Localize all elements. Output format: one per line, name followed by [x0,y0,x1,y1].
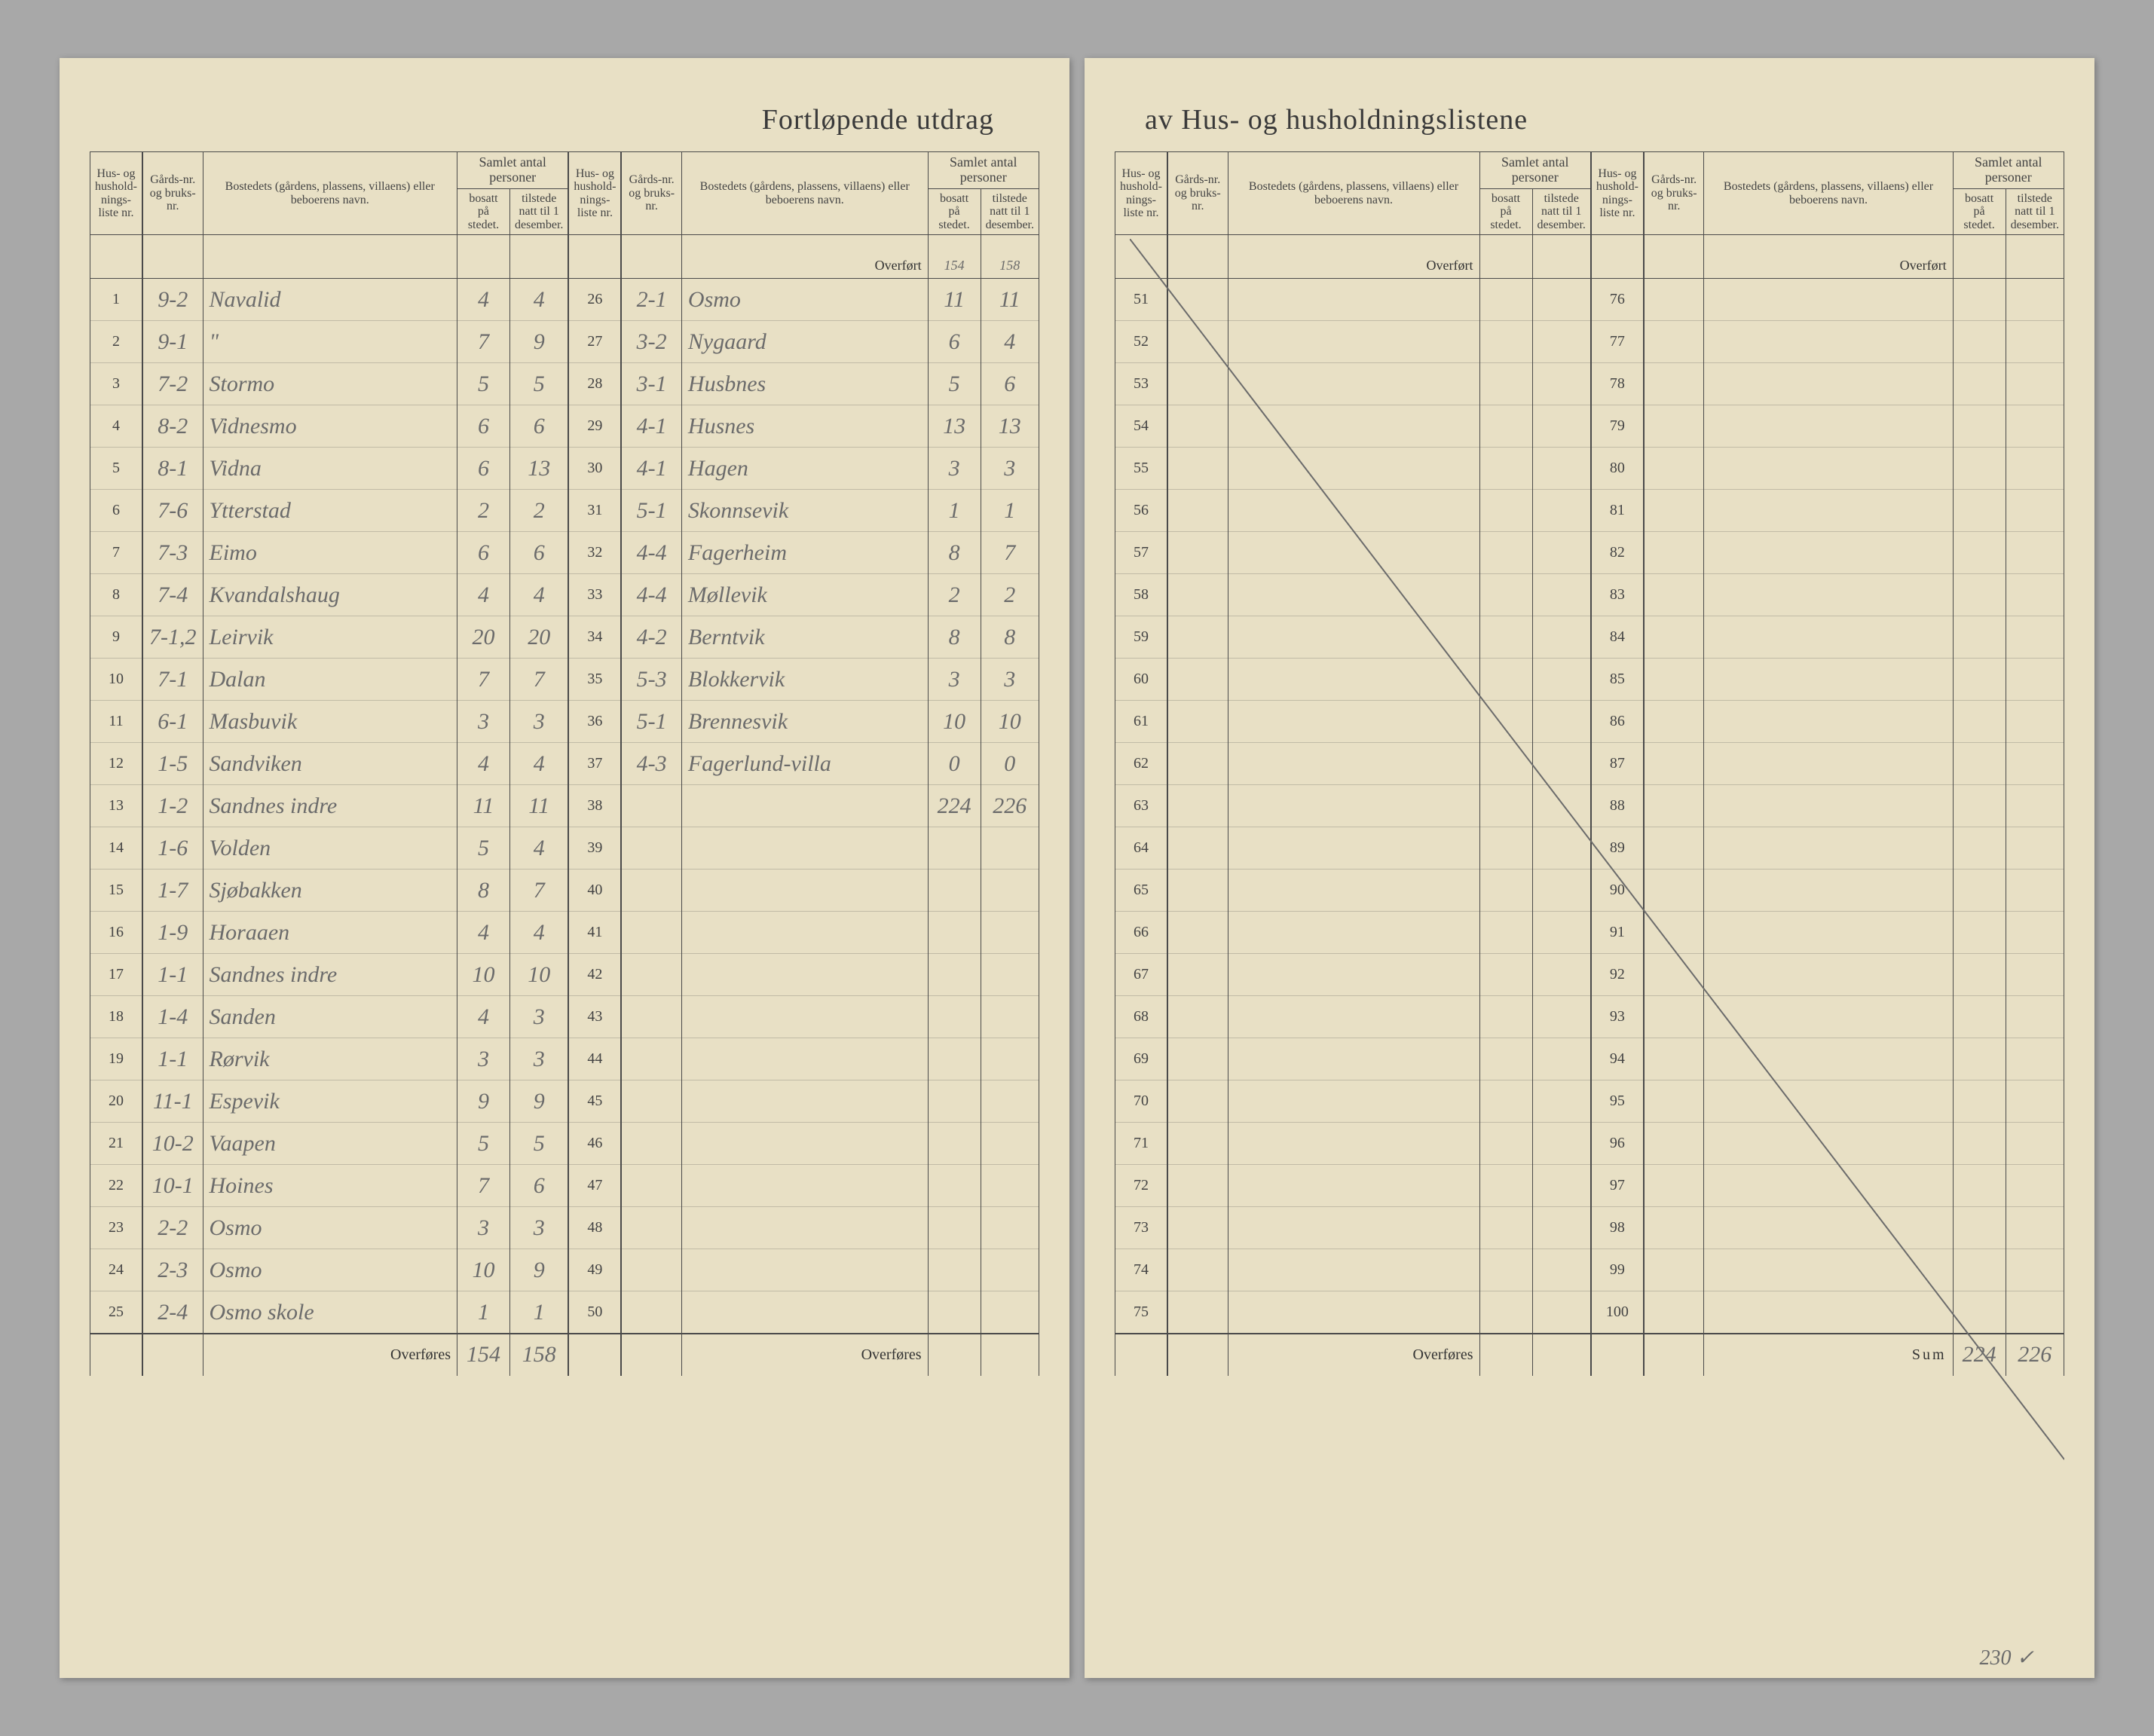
col-bosted-3: Bostedets (gårdens, plassens, villaens) … [1228,152,1479,235]
col-bosatt-3: bosatt på stedet. [1479,188,1532,235]
page-title-right: av Hus- og husholdningslistene [1115,103,2064,136]
ledger-table-right: Hus- og hushold-nings-liste nr. Gårds-nr… [1115,151,2064,1376]
col-gards-4: Gårds-nr. og bruks-nr. [1644,152,1704,235]
table-row: 22 10-1 Hoines 7 6 47 [90,1165,1039,1207]
table-row: 72 97 [1115,1165,2064,1207]
table-row: 62 87 [1115,743,2064,785]
table-row: 13 1-2 Sandnes indre 11 11 38 224 226 [90,785,1039,827]
table-row: 24 2-3 Osmo 10 9 49 [90,1249,1039,1291]
table-row: 59 84 [1115,616,2064,659]
table-row: 1 9-2 Navalid 4 4 26 2-1 Osmo 11 11 [90,279,1039,321]
table-row: 9 7-1,2 Leirvik 20 20 34 4-2 Berntvik 8 … [90,616,1039,659]
overfort-row: Overført 154 158 [90,235,1039,279]
document-spread: Fortløpende utdrag Hus- og hushold-nings… [60,58,2094,1678]
overfores-row: Overføres 154 158 Overføres [90,1334,1039,1376]
table-row: 61 86 [1115,701,2064,743]
table-row: 52 77 [1115,321,2064,363]
col-gards-2: Gårds-nr. og bruks-nr. [621,152,681,235]
table-row: 67 92 [1115,954,2064,996]
col-samlet-2: Samlet antal personer [928,152,1039,189]
table-row: 54 79 [1115,405,2064,448]
page-title-left: Fortløpende utdrag [90,103,1039,136]
col-husliste-3: Hus- og hushold-nings-liste nr. [1115,152,1168,235]
table-row: 58 83 [1115,574,2064,616]
table-row: 10 7-1 Dalan 7 7 35 5-3 Blokkervik 3 3 [90,659,1039,701]
table-row: 18 1-4 Sanden 4 3 43 [90,996,1039,1038]
table-row: 12 1-5 Sandviken 4 4 37 4-3 Fagerlund-vi… [90,743,1039,785]
table-row: 2 9-1 " 7 9 27 3-2 Nygaard 6 4 [90,321,1039,363]
table-row: 8 7-4 Kvandalshaug 4 4 33 4-4 Møllevik 2… [90,574,1039,616]
table-row: 63 88 [1115,785,2064,827]
table-row: 55 80 [1115,448,2064,490]
table-row: 17 1-1 Sandnes indre 10 10 42 [90,954,1039,996]
table-row: 73 98 [1115,1207,2064,1249]
table-row: 68 93 [1115,996,2064,1038]
table-row: 14 1-6 Volden 5 4 39 [90,827,1039,870]
table-row: 15 1-7 Sjøbakken 8 7 40 [90,870,1039,912]
right-page: av Hus- og husholdningslistene Hus- og h… [1085,58,2094,1678]
col-gards: Gårds-nr. og bruks-nr. [142,152,203,235]
sum-row: Overføres Sum 224 226 [1115,1334,2064,1376]
col-tilstede-3: tilstede natt til 1 desember. [1532,188,1591,235]
table-row: 20 11-1 Espevik 9 9 45 [90,1080,1039,1123]
ledger-table-left: Hus- og hushold-nings-liste nr. Gårds-nr… [90,151,1039,1376]
table-row: 53 78 [1115,363,2064,405]
table-row: 21 10-2 Vaapen 5 5 46 [90,1123,1039,1165]
table-row: 75 100 [1115,1291,2064,1334]
col-bosatt-4: bosatt på stedet. [1953,188,2006,235]
overfort-row-right: Overført Overført [1115,235,2064,279]
table-row: 74 99 [1115,1249,2064,1291]
col-samlet: Samlet antal personer [457,152,568,189]
table-row: 71 96 [1115,1123,2064,1165]
table-row: 19 1-1 Rørvik 3 3 44 [90,1038,1039,1080]
col-bosted: Bostedets (gårdens, plassens, villaens) … [203,152,457,235]
col-bosted-4: Bostedets (gårdens, plassens, villaens) … [1704,152,1953,235]
table-row: 65 90 [1115,870,2064,912]
table-row: 69 94 [1115,1038,2064,1080]
col-samlet-3: Samlet antal personer [1479,152,1591,189]
table-row: 25 2-4 Osmo skole 1 1 50 [90,1291,1039,1334]
col-tilstede-2: tilstede natt til 1 desember. [981,188,1039,235]
col-bosatt: bosatt på stedet. [457,188,509,235]
table-row: 6 7-6 Ytterstad 2 2 31 5-1 Skonnsevik 1 … [90,490,1039,532]
left-page: Fortløpende utdrag Hus- og hushold-nings… [60,58,1069,1678]
col-tilstede: tilstede natt til 1 desember. [509,188,568,235]
table-row: 57 82 [1115,532,2064,574]
col-samlet-4: Samlet antal personer [1953,152,2064,189]
table-row: 3 7-2 Stormo 5 5 28 3-1 Husbnes 5 6 [90,363,1039,405]
table-row: 51 76 [1115,279,2064,321]
table-row: 7 7-3 Eimo 6 6 32 4-4 Fagerheim 8 7 [90,532,1039,574]
col-bosatt-2: bosatt på stedet. [928,188,981,235]
table-row: 5 8-1 Vidna 6 13 30 4-1 Hagen 3 3 [90,448,1039,490]
col-husliste-4: Hus- og hushold-nings-liste nr. [1591,152,1644,235]
table-row: 56 81 [1115,490,2064,532]
table-row: 60 85 [1115,659,2064,701]
col-gards-3: Gårds-nr. og bruks-nr. [1167,152,1228,235]
col-husliste: Hus- og hushold-nings-liste nr. [90,152,143,235]
table-row: 64 89 [1115,827,2064,870]
table-row: 66 91 [1115,912,2064,954]
col-bosted-2: Bostedets (gårdens, plassens, villaens) … [681,152,928,235]
table-row: 16 1-9 Horaaen 4 4 41 [90,912,1039,954]
sum-corrected: 230 ✓ [1980,1645,2034,1670]
table-row: 70 95 [1115,1080,2064,1123]
table-row: 4 8-2 Vidnesmo 6 6 29 4-1 Husnes 13 13 [90,405,1039,448]
col-tilstede-4: tilstede natt til 1 desember. [2006,188,2064,235]
table-row: 11 6-1 Masbuvik 3 3 36 5-1 Brennesvik 10… [90,701,1039,743]
col-husliste-2: Hus- og hushold-nings-liste nr. [568,152,621,235]
table-row: 23 2-2 Osmo 3 3 48 [90,1207,1039,1249]
